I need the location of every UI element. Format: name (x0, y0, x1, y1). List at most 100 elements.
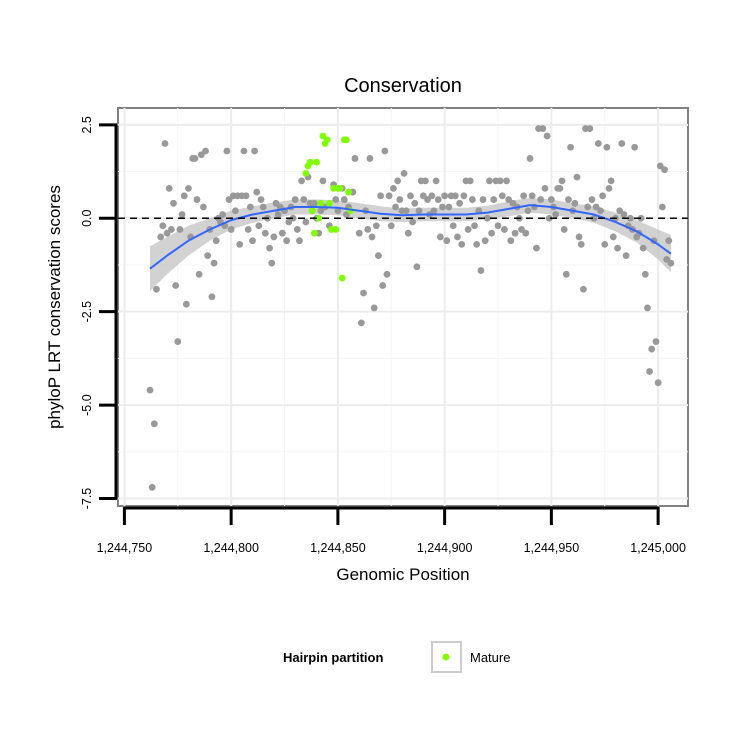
point-other (394, 177, 402, 185)
point-other (261, 229, 269, 237)
point-mature (306, 158, 314, 166)
y-tick-label: 2.5 (80, 116, 94, 133)
point-other (153, 285, 160, 293)
point-other (302, 218, 310, 226)
legend-label-mature: Mature (470, 650, 510, 665)
point-other (172, 282, 180, 289)
point-other (236, 241, 244, 248)
point-other (291, 196, 299, 203)
point-other (253, 188, 261, 196)
point-other (257, 196, 265, 203)
point-other (278, 229, 286, 237)
point-other (528, 192, 536, 200)
point-other (377, 192, 384, 200)
x-tick-label: 1,244,750 (97, 541, 153, 555)
point-other (503, 177, 510, 185)
point-mature (338, 274, 346, 282)
point-other (375, 252, 382, 260)
point-other (300, 196, 308, 203)
point-other (150, 420, 158, 428)
point-other (193, 196, 201, 203)
point-other (665, 237, 673, 245)
point-mature (313, 158, 320, 166)
point-mature (308, 207, 316, 215)
point-other (372, 222, 380, 230)
point-other (458, 241, 466, 248)
point-other (240, 147, 248, 155)
point-other (293, 226, 301, 233)
point-other (486, 177, 493, 185)
point-other (202, 147, 209, 155)
y-tick-label: 0.0 (80, 210, 94, 227)
point-other (565, 196, 572, 203)
point-other (379, 282, 387, 289)
point-other (605, 184, 613, 192)
point-other (251, 147, 259, 155)
point-other (620, 211, 628, 218)
point-other (631, 143, 639, 151)
point-other (409, 218, 417, 226)
point-other (259, 203, 267, 211)
point-other (488, 229, 495, 237)
point-other (210, 259, 218, 267)
point-other (658, 203, 666, 211)
point-other (526, 155, 534, 162)
point-mature (315, 214, 323, 222)
point-other (477, 267, 485, 274)
point-other (355, 229, 363, 237)
y-tick-label: -2.5 (80, 301, 94, 323)
point-other (507, 237, 515, 245)
point-other (430, 207, 438, 215)
point-other (560, 226, 568, 233)
point-other (180, 192, 188, 200)
point-other (385, 192, 393, 200)
legend-title: Hairpin partition (283, 650, 383, 665)
point-other (481, 237, 489, 245)
point-other (283, 237, 291, 245)
smooth-line (149, 204, 672, 270)
point-other (387, 222, 395, 230)
point-other (443, 237, 451, 245)
point-other (456, 199, 463, 207)
legend: Hairpin partition Mature (283, 641, 510, 673)
point-other (552, 211, 560, 218)
point-other (603, 143, 611, 151)
point-other (556, 184, 564, 192)
point-other (441, 192, 449, 200)
y-axis: 2.5 0.0 -2.5 -5.0 -7.5 (80, 116, 118, 509)
point-other (208, 293, 216, 301)
point-other (539, 125, 547, 132)
point-other (618, 140, 626, 147)
point-other (268, 259, 276, 267)
point-other (460, 192, 468, 200)
point-other (522, 229, 530, 237)
point-other (562, 270, 570, 278)
point-other (161, 140, 169, 147)
x-tick-label: 1,244,800 (203, 541, 259, 555)
point-other (178, 211, 186, 218)
point-other (547, 196, 555, 203)
point-other (396, 196, 404, 203)
point-other (434, 196, 442, 203)
point-other (501, 226, 508, 233)
point-other (404, 229, 412, 237)
y-axis-label: phyloP LRT conservation scores (45, 185, 64, 429)
point-other (468, 196, 476, 203)
point-other (422, 177, 429, 185)
point-other (667, 259, 675, 267)
point-other (622, 252, 630, 260)
point-other (586, 125, 594, 132)
point-mature (332, 226, 340, 233)
point-other (471, 222, 478, 230)
point-mature (325, 199, 333, 207)
point-other (428, 192, 436, 200)
point-other (644, 304, 651, 312)
point-other (445, 203, 453, 211)
point-other (360, 289, 367, 297)
point-other (366, 155, 374, 162)
point-other (400, 169, 408, 177)
point-other (579, 285, 587, 293)
point-other (157, 233, 165, 241)
smooth-layer (149, 204, 672, 270)
